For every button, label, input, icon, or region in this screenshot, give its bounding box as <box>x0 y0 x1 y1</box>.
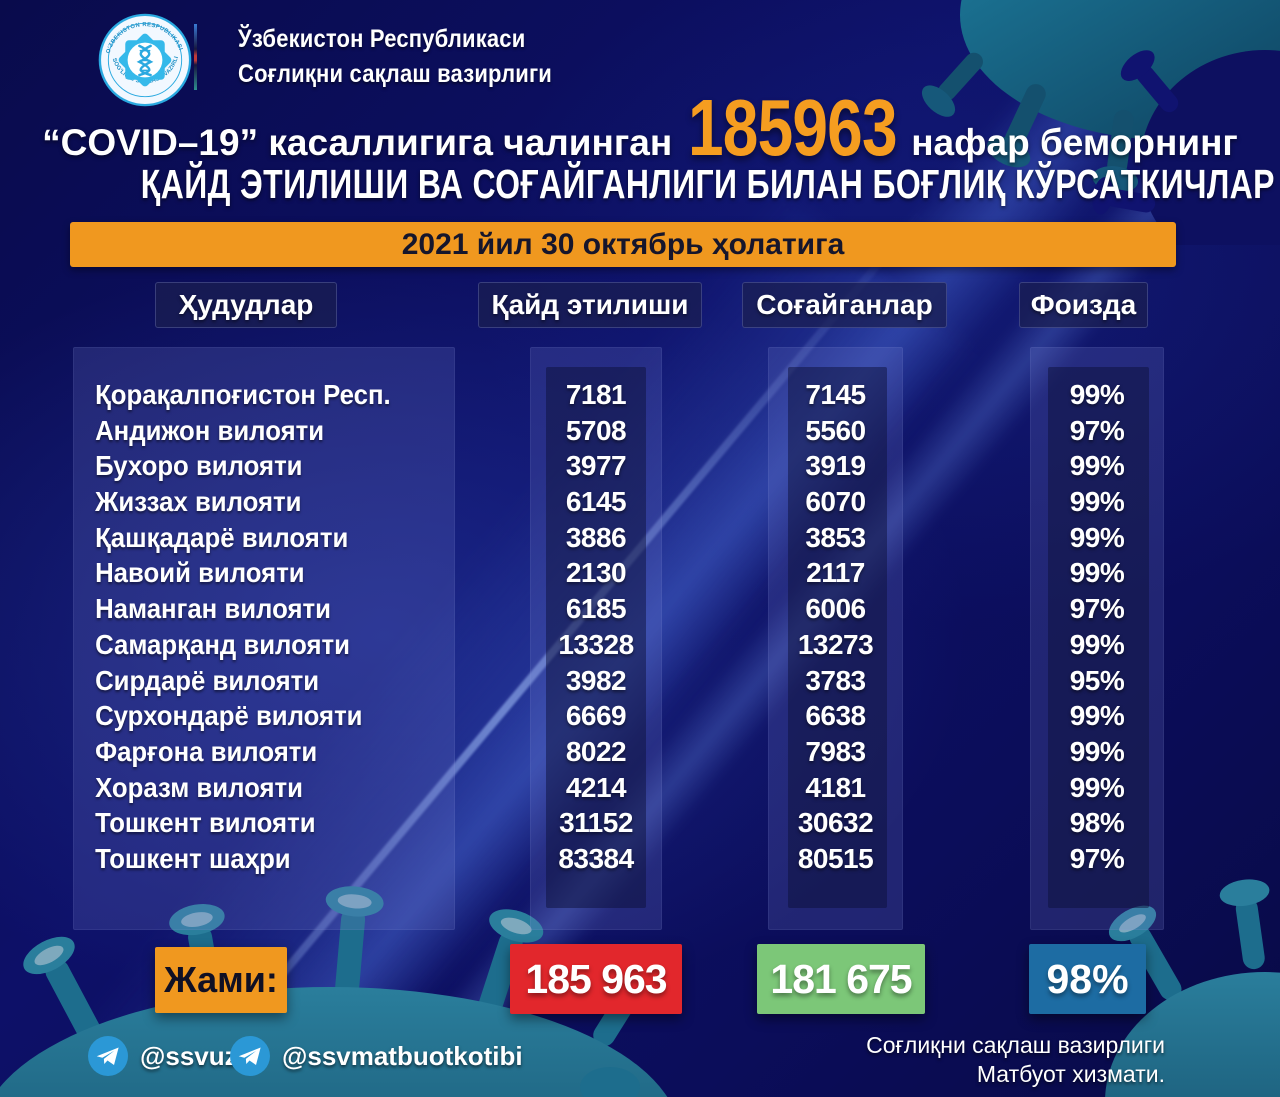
region-name: Бухоро вилояти <box>95 450 303 482</box>
title-big-number: 185963 <box>688 83 898 172</box>
recovered-value: 13273 <box>797 628 874 660</box>
percent-panel: 99% 97% 99% 99% 99% 99% 97% 99% 95% 99% 99% 99% 98% 9… <box>1030 347 1164 930</box>
region-name: Қашқадарё вилояти <box>95 521 349 553</box>
registered-value: 3886 <box>565 521 627 553</box>
totals-recovered: 181 675 <box>757 944 925 1014</box>
totals-percent: 98% <box>1029 944 1146 1014</box>
credit-line1: Соғлиқни сақлаш вазирлиги <box>866 1032 1165 1058</box>
dna-icon <box>136 44 154 77</box>
registered-value: 4214 <box>565 771 627 803</box>
registered-value: 5708 <box>565 414 627 446</box>
percent-value: 98% <box>1069 807 1125 839</box>
totals-registered: 185 963 <box>510 944 682 1014</box>
percent-value: 97% <box>1069 593 1125 625</box>
title-line1: “COVID–19” касаллигига чалинган 185963 н… <box>0 83 1280 172</box>
percent-value: 99% <box>1069 735 1125 767</box>
recovered-value: 4181 <box>805 771 866 803</box>
percent-value: 97% <box>1069 414 1125 446</box>
registered-value: 13328 <box>558 628 634 660</box>
region-name: Наманган вилояти <box>95 593 331 625</box>
recovered-value: 6006 <box>805 593 866 625</box>
regions-panel: Қорақалпоғистон Респ. Андижон вилояти Бухо… <box>73 347 455 930</box>
recovered-value: 3783 <box>805 664 866 696</box>
percent-value: 99% <box>1069 450 1125 482</box>
press-service-credit: Соғлиқни сақлаш вазирлиги Матбуот хизмат… <box>840 1031 1165 1089</box>
region-name: Сирдарё вилояти <box>95 664 320 696</box>
region-name: Тошкент вилояти <box>95 807 316 839</box>
telegram-handle-2: @ssvmatbuotkotibi <box>282 1040 523 1071</box>
region-name: Навоий вилояти <box>95 557 305 589</box>
title-line1-after: нафар беморнинг <box>911 122 1238 163</box>
registered-rows: 7181 5708 3977 6145 3886 2130 6185 13328 3982 666… <box>530 377 662 877</box>
registered-value: 3977 <box>565 450 627 482</box>
registered-value: 6669 <box>565 700 627 732</box>
recovered-inner-box <box>788 367 887 908</box>
column-header-registered: Қайд этилиши <box>478 282 702 328</box>
title-line2: ҚАЙД ЭТИЛИШИ ВА СОҒАЙГАНЛИГИ БИЛАН БОҒЛИ… <box>140 161 1280 207</box>
region-name: Хоразм вилояти <box>95 771 303 803</box>
totals-label: Жами: <box>155 947 287 1013</box>
region-name: Фарғона вилояти <box>95 735 318 767</box>
region-name: Андижон вилояти <box>95 414 325 446</box>
registered-value: 83384 <box>558 843 634 875</box>
percent-inner-box <box>1048 367 1149 908</box>
recovered-value: 3919 <box>805 450 866 482</box>
percent-value: 99% <box>1069 700 1125 732</box>
region-name: Сурхондарё вилояти <box>95 700 363 732</box>
registered-value: 6145 <box>565 485 627 517</box>
recovered-rows: 7145 5560 3919 6070 3853 2117 6006 13273 3783 663… <box>768 377 903 877</box>
registered-panel: 7181 5708 3977 6145 3886 2130 6185 13328 3982 666… <box>530 347 662 930</box>
date-banner: 2021 йил 30 октябрь ҳолатига <box>70 222 1176 267</box>
percent-value: 99% <box>1069 771 1125 803</box>
telegram-icon <box>230 1036 270 1076</box>
ministry-name: Ўзбекистон Республикаси Соғлиқни сақлаш … <box>238 22 552 92</box>
recovered-value: 3853 <box>805 521 866 553</box>
registered-value: 3982 <box>565 664 627 696</box>
column-header-regions: Ҳудудлар <box>155 282 337 328</box>
column-header-percent: Фоизда <box>1019 282 1148 328</box>
recovered-value: 2117 <box>806 557 865 589</box>
recovered-panel: 7145 5560 3919 6070 3853 2117 6006 13273 3783 663… <box>768 347 903 930</box>
percent-value: 99% <box>1069 521 1125 553</box>
registered-value: 6185 <box>565 593 627 625</box>
percent-value: 99% <box>1069 557 1125 589</box>
telegram-handle-1: @ssvuz <box>140 1040 238 1071</box>
region-name: Қорақалпоғистон Респ. <box>95 378 391 410</box>
recovered-value: 5560 <box>805 414 866 446</box>
ministry-logo: O'ZBEKISTON RESPUBLIKASI SOG'LIQNI SAQLA… <box>98 13 192 107</box>
ministry-name-line2: Соғлиқни сақлаш вазирлиги <box>238 60 553 88</box>
recovered-value: 7145 <box>805 378 866 410</box>
recovered-value: 6638 <box>805 700 866 732</box>
registered-value: 31152 <box>559 807 633 839</box>
registered-value: 8022 <box>565 735 627 767</box>
ministry-name-line1: Ўзбекистон Республикаси <box>238 25 526 53</box>
percent-value: 99% <box>1069 378 1125 410</box>
credit-line2: Матбуот хизмати. <box>976 1061 1165 1087</box>
recovered-value: 80515 <box>797 843 874 875</box>
column-header-recovered: Соғайганлар <box>742 282 947 328</box>
region-name: Тошкент шаҳри <box>95 843 291 875</box>
percent-rows: 99% 97% 99% 99% 99% 99% 97% 99% 95% 99% 99% 99% 98% 9… <box>1030 377 1164 877</box>
title-line1-before: “COVID–19” касаллигига чалинган <box>42 122 673 163</box>
region-name: Самарқанд вилояти <box>95 628 350 660</box>
region-rows: Қорақалпоғистон Респ. Андижон вилояти Бухо… <box>73 377 455 877</box>
header-divider <box>194 24 197 90</box>
telegram-icon <box>88 1036 128 1076</box>
registered-inner-box <box>546 367 646 908</box>
recovered-value: 6070 <box>805 485 866 517</box>
recovered-value: 7983 <box>805 735 866 767</box>
recovered-value: 30632 <box>797 807 874 839</box>
percent-value: 99% <box>1069 628 1125 660</box>
percent-value: 99% <box>1069 485 1125 517</box>
registered-value: 2130 <box>565 557 627 589</box>
registered-value: 7181 <box>565 378 627 410</box>
region-name: Жиззах вилояти <box>95 485 302 517</box>
percent-value: 95% <box>1069 664 1125 696</box>
percent-value: 97% <box>1069 843 1125 875</box>
